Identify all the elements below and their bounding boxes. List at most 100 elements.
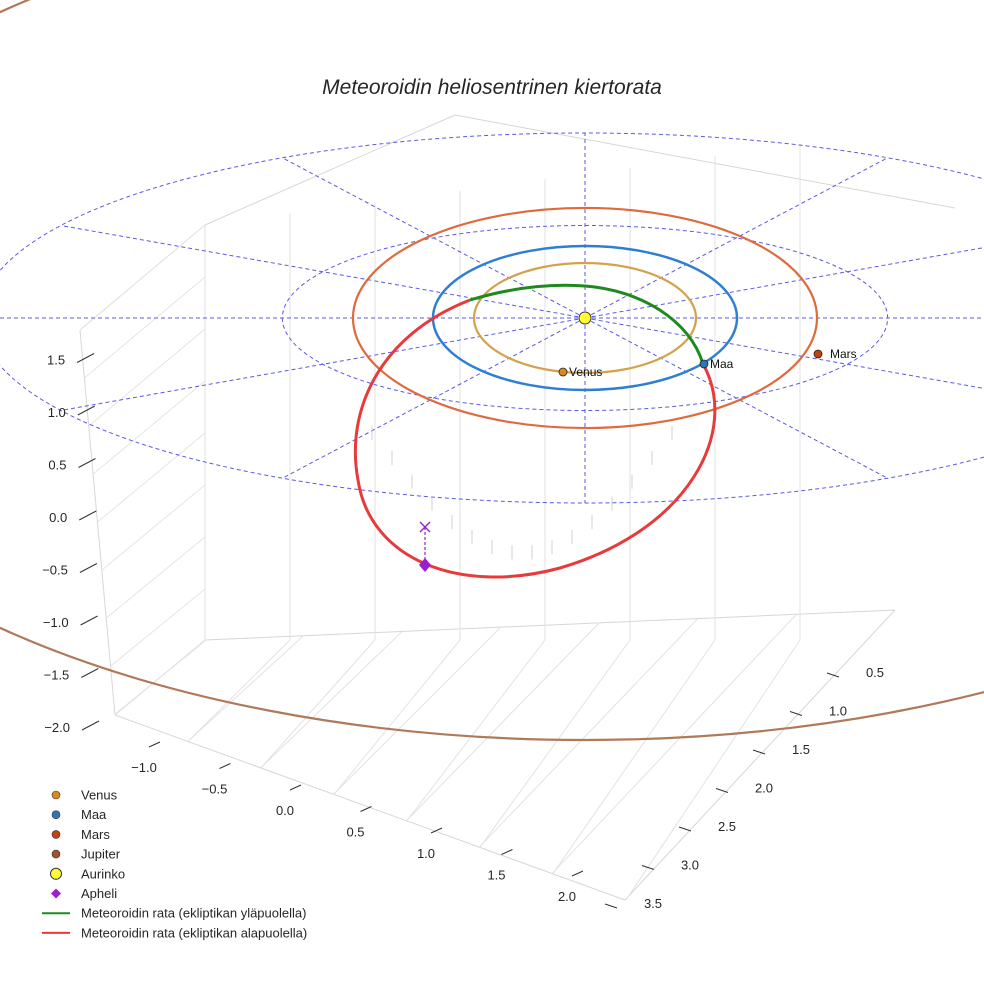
ecliptic-radial-line xyxy=(282,317,586,479)
orbit-maa xyxy=(431,244,739,392)
x-tick-label: −1.0 xyxy=(131,760,157,775)
z-tick-mark xyxy=(76,353,95,363)
y-tick-label: 2.5 xyxy=(718,819,736,834)
grid-line xyxy=(551,613,797,874)
plot-markers: Venus Maa Mars xyxy=(419,311,857,572)
x-tick-mark xyxy=(148,741,161,748)
y-tick-label: 3.5 xyxy=(644,896,662,911)
x-tick-label: −0.5 xyxy=(202,782,228,797)
ecliptic-radial-line xyxy=(282,157,586,319)
orbit-mars xyxy=(351,206,819,430)
grid-line xyxy=(187,635,304,742)
ecliptic-radial-line xyxy=(584,157,888,319)
grid-line xyxy=(187,639,291,742)
y-tick-label: 1.0 xyxy=(829,704,847,719)
planet-marker-venus xyxy=(558,367,568,377)
ecliptic-radial-line xyxy=(60,225,586,319)
y-tick-label: 2.0 xyxy=(755,781,773,796)
meteoroid-orbit-below xyxy=(353,298,717,579)
y-tick-mark xyxy=(715,788,729,793)
ecliptic-reference-grid xyxy=(0,132,984,504)
meteoroid-orbit-above xyxy=(469,283,705,365)
x-tick-label: 1.5 xyxy=(487,868,505,883)
legend-item: Jupiter xyxy=(51,847,121,862)
grid-line xyxy=(260,639,376,769)
legend-label: Venus xyxy=(81,788,118,803)
legend-dot-swatch xyxy=(51,849,61,859)
z-tick-label: −0.5 xyxy=(42,563,68,578)
z-tick-mark xyxy=(78,510,97,521)
grid-line xyxy=(333,639,461,795)
y-tick-mark xyxy=(826,672,840,678)
legend-label: Mars xyxy=(81,827,110,842)
legend: Venus Maa Mars Jupiter Aurinko Apheli Meteoroi… xyxy=(42,788,307,940)
z-tick-mark xyxy=(81,668,99,678)
x-tick-label: 2.0 xyxy=(558,889,576,904)
axis-grid xyxy=(79,145,801,901)
orbit-venus xyxy=(472,261,698,375)
z-tick-mark xyxy=(77,405,96,416)
legend-label: Jupiter xyxy=(81,847,121,862)
grid-line xyxy=(625,639,801,901)
legend-label: Meteoroidin rata (ekliptikan yläpuolella… xyxy=(81,906,306,921)
ecliptic-reference-circle xyxy=(0,132,984,504)
x-tick-mark xyxy=(289,784,302,791)
x-tick-mark xyxy=(430,827,443,834)
planet-label-maa: Maa xyxy=(710,357,734,371)
z-tick-label: −1.0 xyxy=(43,615,69,630)
z-tick-label: 0.0 xyxy=(49,510,67,525)
grid-line xyxy=(479,639,631,848)
z-tick-mark xyxy=(80,615,98,626)
meteoroid-orbit xyxy=(353,283,717,579)
aphelion-projection-marker xyxy=(419,521,431,533)
grid-line xyxy=(101,484,206,571)
legend-item: Meteoroidin rata (ekliptikan yläpuolella… xyxy=(42,906,306,921)
y-tick-mark xyxy=(604,903,618,909)
y-tick-mark xyxy=(789,711,803,716)
z-tick-label: 1.5 xyxy=(47,353,65,368)
x-tick-mark xyxy=(219,763,231,769)
y-tick-label: 1.5 xyxy=(792,742,810,757)
grid-line xyxy=(110,588,206,667)
z-tick-mark xyxy=(81,720,100,731)
pane-edge xyxy=(204,114,456,226)
legend-label: Apheli xyxy=(81,886,117,901)
pane-edge xyxy=(454,114,956,209)
y-tick-mark xyxy=(678,826,692,832)
grid-line xyxy=(106,536,206,619)
grid-line xyxy=(88,328,206,427)
z-tick-label: −1.5 xyxy=(44,668,70,683)
grid-line xyxy=(114,639,206,716)
x-tick-label: 0.5 xyxy=(346,825,364,840)
y-tick-mark xyxy=(641,865,655,870)
x-tick-mark xyxy=(501,849,513,855)
y-tick-label: 3.0 xyxy=(681,858,699,873)
ecliptic-radial-line xyxy=(584,317,888,479)
pane-edge xyxy=(624,609,896,901)
legend-label: Meteoroidin rata (ekliptikan alapuolella… xyxy=(81,925,307,940)
legend-diamond-swatch xyxy=(51,888,61,899)
legend-sun-swatch xyxy=(50,867,62,880)
grid-line xyxy=(406,622,600,822)
z-tick-label: 0.5 xyxy=(48,458,66,473)
grid-line xyxy=(478,618,699,848)
x-tick-label: 1.0 xyxy=(417,846,435,861)
pane-edge xyxy=(204,609,896,641)
legend-item: Aurinko xyxy=(50,866,125,881)
x-tick-mark xyxy=(571,870,584,877)
legend-label: Maa xyxy=(81,807,107,822)
grid-line xyxy=(260,631,403,769)
planet-label-venus: Venus xyxy=(569,365,602,379)
grid-line xyxy=(406,639,546,822)
planet-marker-mars xyxy=(813,349,823,359)
y-tick-mark xyxy=(752,749,766,755)
legend-item: Apheli xyxy=(51,886,117,901)
x-tick-label: 0.0 xyxy=(276,803,294,818)
grid-line xyxy=(97,432,206,523)
grid-line xyxy=(84,276,206,379)
x-tick-mark xyxy=(360,806,372,812)
axis-ticks: −2.0 −1.5 −1.0 −0.5 0.0 0.5 1.0 1.5 −1.0 −0.5 0.0 0… xyxy=(42,353,884,912)
grid-line xyxy=(79,224,206,331)
grid-line xyxy=(92,380,206,475)
